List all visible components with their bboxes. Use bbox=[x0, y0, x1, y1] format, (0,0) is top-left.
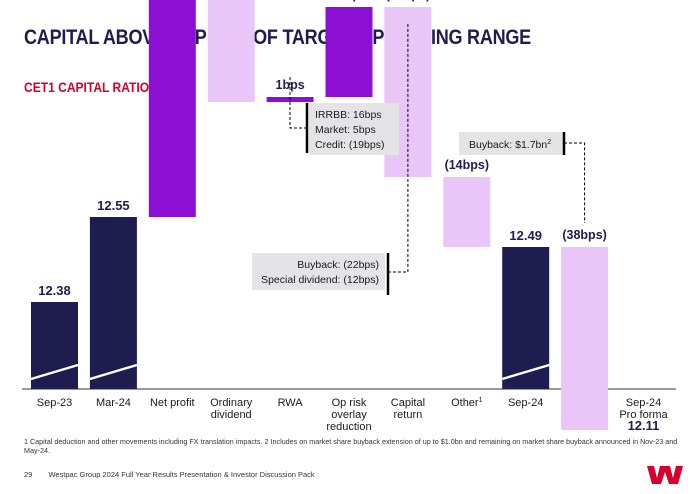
buyback-callout-text: Buyback: $1.7bn2 bbox=[469, 139, 551, 151]
footer-text: Westpac Group 2024 Full Year Results Pre… bbox=[48, 470, 315, 479]
category-label: Op risk bbox=[332, 397, 367, 409]
category-label: Mar-24 bbox=[96, 397, 131, 409]
buyback-callout-box bbox=[459, 132, 563, 155]
bar-delta-9 bbox=[561, 247, 609, 430]
capital-return-callout-box bbox=[252, 253, 385, 290]
category-label: Ordinary bbox=[210, 397, 253, 409]
category-label: Pro forma bbox=[619, 409, 668, 421]
category-label: Net profit bbox=[150, 397, 195, 409]
category-label: Capital bbox=[391, 397, 425, 409]
bar-delta-7 bbox=[443, 177, 491, 247]
category-label: Sep-24 bbox=[508, 397, 543, 409]
capital-return-callout-text: Buyback: (22bps) bbox=[297, 259, 379, 271]
rwa-callout-text: Market: 5bps bbox=[315, 124, 376, 136]
axis-break-mark bbox=[619, 363, 668, 381]
data-label: (34bps) bbox=[386, 0, 430, 2]
footer: 29 Westpac Group 2024 Full Year Results … bbox=[24, 470, 315, 479]
data-label: 12.38 bbox=[38, 283, 71, 298]
rwa-callout-box bbox=[309, 103, 399, 155]
category-label: Other1 bbox=[451, 397, 483, 409]
axis-break-mark bbox=[89, 363, 138, 381]
axis-break-mark bbox=[501, 363, 550, 381]
westpac-w-logo-icon bbox=[647, 466, 683, 484]
data-label: 12.11 bbox=[628, 418, 660, 430]
capital-return-callout-text: Special dividend: (12bps) bbox=[261, 274, 379, 286]
data-label: (38bps) bbox=[562, 228, 606, 242]
bar-sep-24 bbox=[502, 247, 550, 389]
category-label: return bbox=[394, 409, 423, 421]
data-label: 12.55 bbox=[97, 198, 130, 213]
footnote: 1 Capital deduction and other movements … bbox=[24, 437, 678, 455]
capital-return-callout-connector bbox=[388, 23, 409, 273]
data-label: 18bps bbox=[331, 0, 367, 2]
data-label: 12.49 bbox=[509, 228, 542, 243]
waterfall-chart: 12.3812.5583bps(60bps)1bps18bps(34bps)(1… bbox=[22, 0, 676, 430]
rwa-callout-text: IRRBB: 16bps bbox=[315, 109, 382, 121]
chart-subtitle: CET1 CAPITAL RATIO % bbox=[24, 79, 164, 95]
bar-sep-23 bbox=[31, 302, 78, 389]
bar-delta-5 bbox=[325, 7, 373, 97]
rwa-callout-text: Credit: (19bps) bbox=[315, 139, 384, 151]
bar-mar-24 bbox=[89, 217, 137, 389]
buyback-callout-connector bbox=[564, 142, 586, 223]
rwa-callout-connector bbox=[289, 75, 307, 129]
category-label: RWA bbox=[278, 397, 304, 409]
bar-delta-3 bbox=[207, 0, 255, 102]
category-label: overlay bbox=[331, 409, 367, 421]
data-label: (14bps) bbox=[445, 158, 489, 172]
bar-delta-2 bbox=[148, 0, 196, 217]
category-label: Sep-23 bbox=[37, 397, 72, 409]
category-label: reduction bbox=[326, 421, 371, 430]
category-label: dividend bbox=[211, 409, 252, 421]
page-number: 29 bbox=[24, 470, 33, 479]
category-label: Sep-24 bbox=[626, 397, 661, 409]
axis-break-mark bbox=[30, 363, 79, 381]
